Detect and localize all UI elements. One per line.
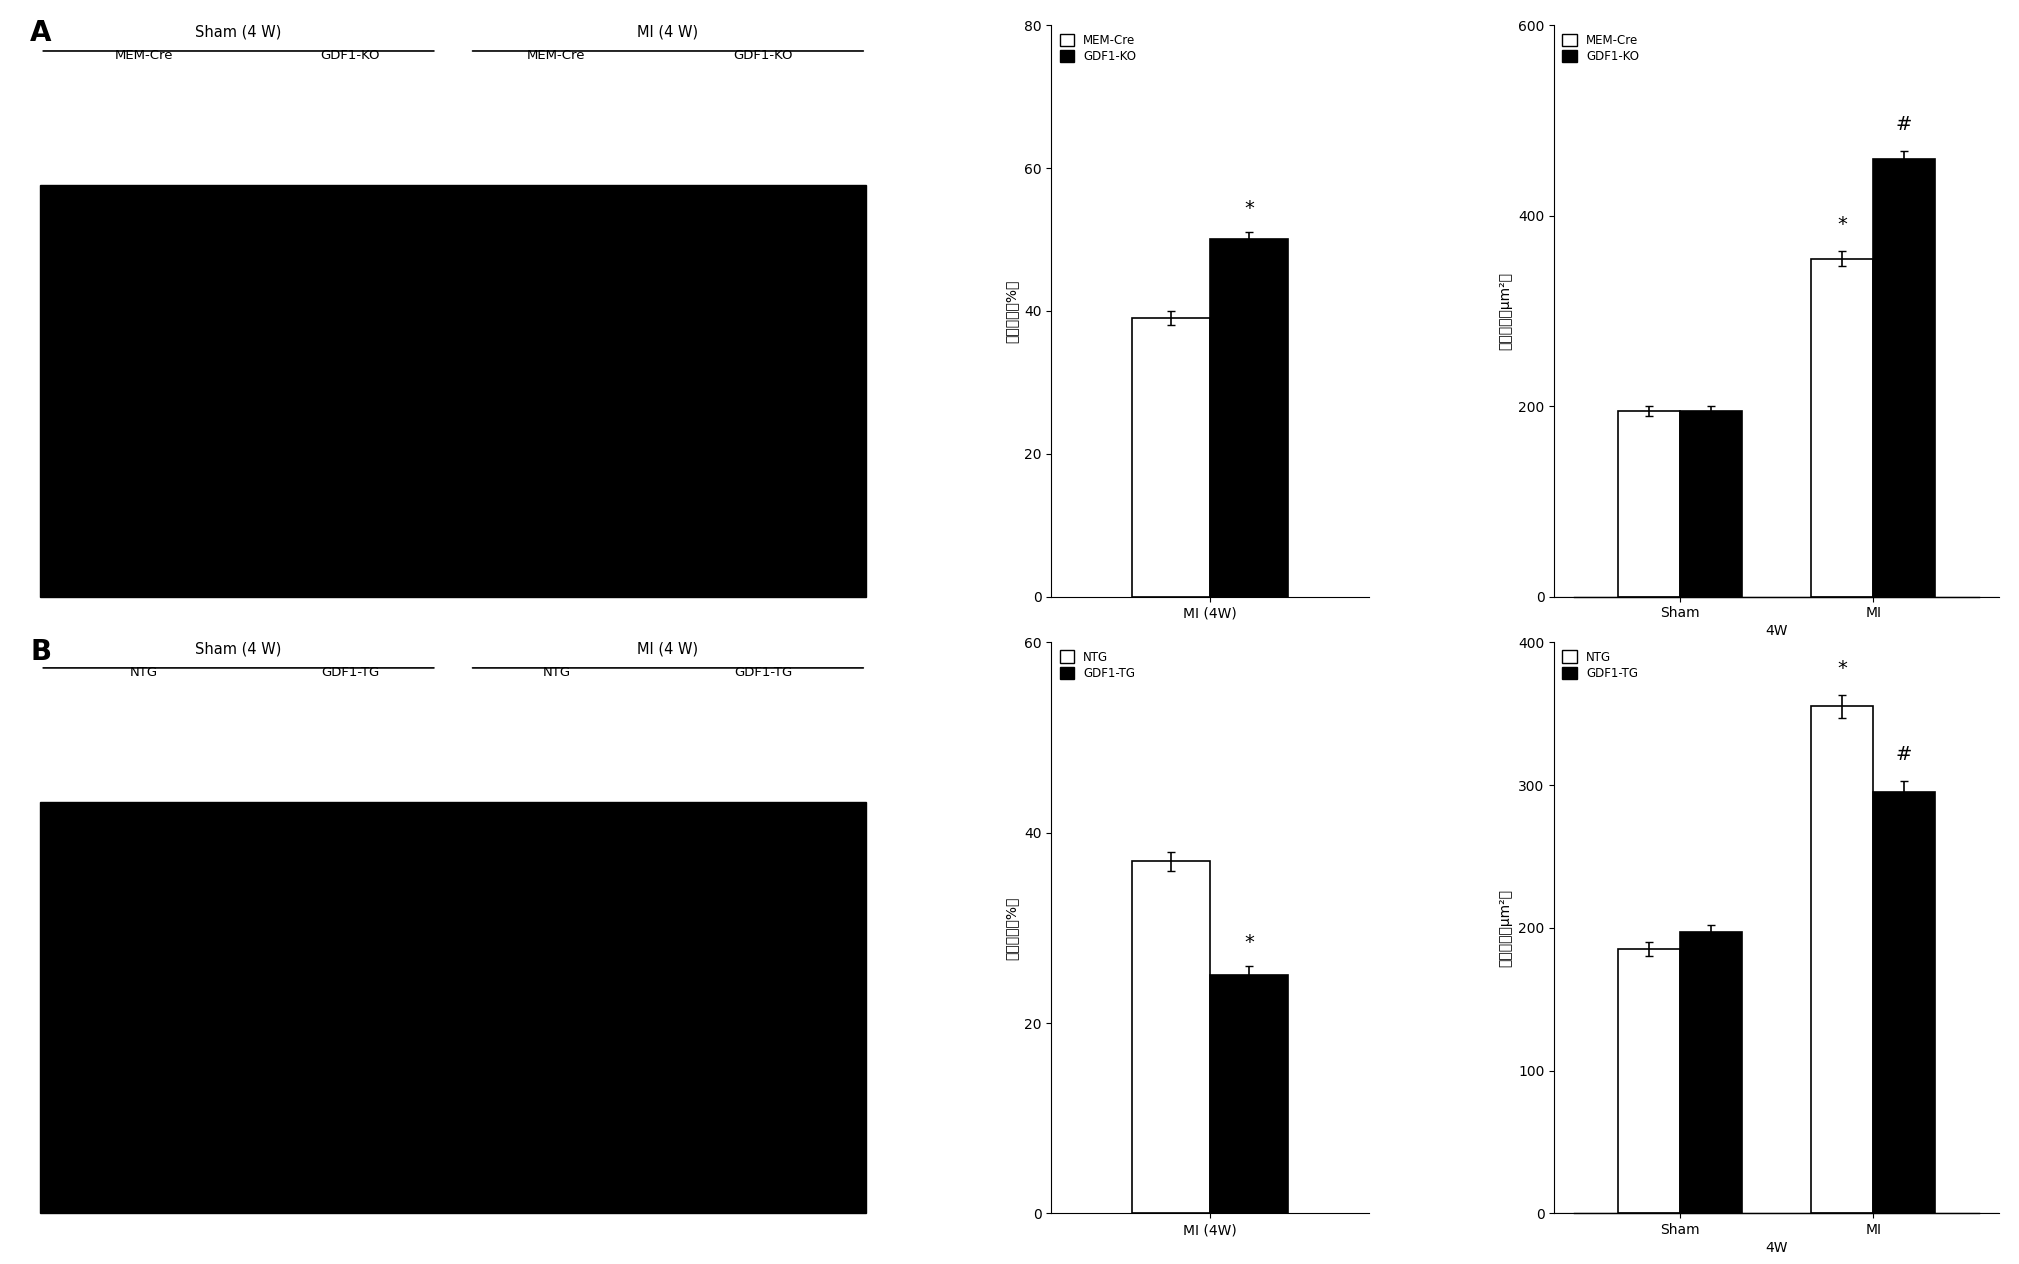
X-axis label: 4W: 4W — [1765, 624, 1787, 638]
Text: *: * — [1244, 198, 1254, 219]
X-axis label: 4W: 4W — [1765, 1241, 1787, 1255]
Text: MEM-Cre: MEM-Cre — [527, 49, 586, 62]
Text: MEM-Cre: MEM-Cre — [115, 49, 174, 62]
Bar — [1680, 411, 1742, 597]
Text: MI (4 W): MI (4 W) — [638, 642, 699, 656]
Text: GDF1-TG: GDF1-TG — [321, 666, 380, 679]
Text: #: # — [1896, 744, 1912, 763]
Text: *: * — [1837, 659, 1847, 678]
Text: NTG: NTG — [543, 666, 571, 679]
Text: *: * — [1837, 215, 1847, 234]
Bar — [40, 803, 866, 1213]
Bar — [1133, 319, 1209, 597]
Text: A: A — [30, 19, 52, 47]
Bar — [1811, 259, 1874, 597]
Bar — [40, 186, 866, 597]
Legend: MEM-Cre, GDF1-KO: MEM-Cre, GDF1-KO — [1561, 32, 1641, 66]
Text: MI (4 W): MI (4 W) — [638, 24, 699, 39]
Bar — [1874, 158, 1934, 597]
Bar — [1209, 976, 1288, 1213]
Bar — [1617, 949, 1680, 1213]
Bar — [1874, 793, 1934, 1213]
Text: NTG: NTG — [129, 666, 157, 679]
Legend: MEM-Cre, GDF1-KO: MEM-Cre, GDF1-KO — [1058, 32, 1139, 66]
Bar — [1209, 239, 1288, 597]
Text: GDF1-KO: GDF1-KO — [321, 49, 380, 62]
Text: #: # — [1896, 115, 1912, 134]
Legend: NTG, GDF1-TG: NTG, GDF1-TG — [1561, 648, 1639, 683]
Text: GDF1-KO: GDF1-KO — [733, 49, 793, 62]
Y-axis label: 棒死比例（%）: 棒死比例（%） — [1003, 279, 1018, 343]
Bar — [1811, 707, 1874, 1213]
Y-axis label: 横截面积（μm²）: 横截面积（μm²） — [1498, 272, 1512, 350]
Text: GDF1-TG: GDF1-TG — [733, 666, 791, 679]
Bar — [1617, 411, 1680, 597]
Legend: NTG, GDF1-TG: NTG, GDF1-TG — [1058, 648, 1137, 683]
Y-axis label: 横截面积（μm²）: 横截面积（μm²） — [1498, 889, 1512, 967]
Bar — [1680, 932, 1742, 1213]
Text: *: * — [1244, 933, 1254, 952]
Bar — [1133, 861, 1209, 1213]
Text: Sham (4 W): Sham (4 W) — [196, 642, 283, 656]
Text: B: B — [30, 638, 50, 666]
Y-axis label: 棒死比例（%）: 棒死比例（%） — [1003, 896, 1018, 959]
Text: Sham (4 W): Sham (4 W) — [196, 24, 283, 39]
